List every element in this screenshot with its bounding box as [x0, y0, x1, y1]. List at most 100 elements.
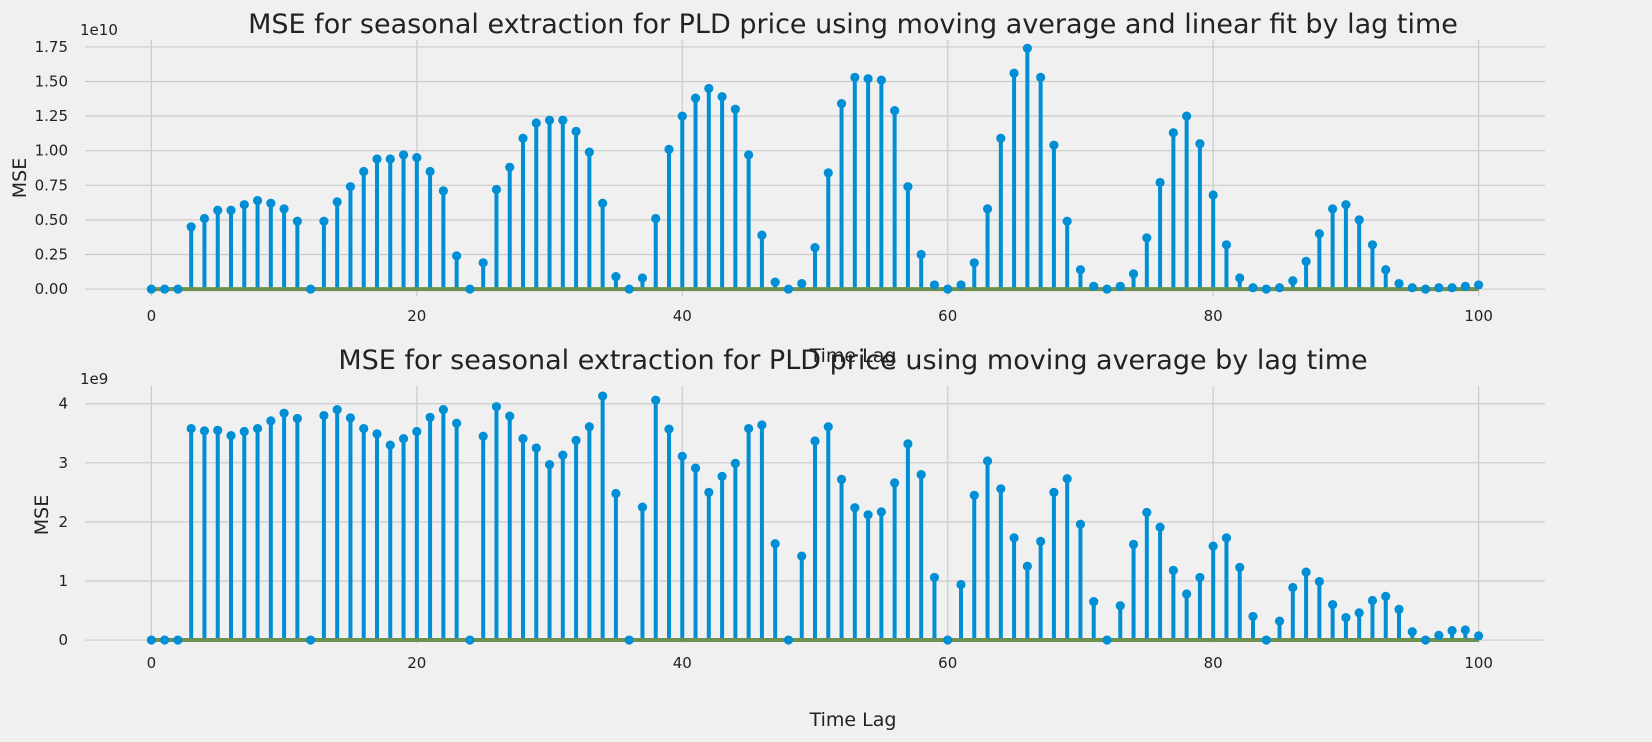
chart-top-point — [146, 284, 156, 294]
chart-top-point — [1328, 204, 1338, 214]
chart-bottom-point — [213, 425, 223, 435]
chart-bottom-point — [558, 450, 568, 460]
chart-top-point — [438, 186, 448, 196]
chart-top-point — [611, 272, 621, 282]
chart-bottom-point — [372, 429, 382, 439]
chart-bottom-point — [1221, 533, 1232, 543]
chart-top-y-tick-label: 0.00 — [35, 280, 68, 298]
chart-top-point — [571, 126, 581, 136]
chart-bottom-point — [1235, 562, 1245, 572]
chart-bottom-point — [836, 474, 847, 484]
chart-bottom-point — [1142, 507, 1152, 518]
chart-bottom-point — [624, 635, 634, 645]
chart-bottom-point — [810, 436, 820, 446]
chart-top-point — [452, 251, 462, 261]
chart-bottom-point — [783, 635, 794, 645]
chart-top-point — [651, 213, 661, 224]
chart-bottom-point — [1115, 601, 1125, 611]
chart-top-point — [1075, 265, 1086, 275]
chart-bottom-point — [544, 459, 555, 470]
chart-top-point — [1381, 265, 1391, 275]
chart-bottom-point — [452, 418, 462, 428]
chart-top-point — [943, 284, 953, 294]
chart-bottom-point — [438, 405, 448, 415]
chart-top-point — [1062, 216, 1072, 226]
chart-top-point — [425, 166, 435, 177]
chart-bottom-point — [160, 635, 170, 645]
chart-top-x-tick-label: 20 — [407, 307, 426, 325]
chart-top-point — [252, 195, 263, 206]
chart-bottom-point — [1075, 519, 1086, 529]
chart-bottom-point — [637, 502, 648, 512]
chart-bottom-point — [1381, 591, 1391, 601]
chart-top-point — [1367, 240, 1378, 250]
chart-top-x-tick-label: 0 — [147, 307, 157, 325]
chart-top-point — [982, 204, 993, 214]
chart-bottom-point — [797, 551, 807, 561]
chart-top-point — [1115, 281, 1125, 291]
chart-top-point — [1128, 269, 1139, 279]
chart-bottom-point — [1447, 625, 1457, 636]
chart-top-point — [345, 182, 356, 192]
chart-bottom-point — [690, 463, 701, 473]
chart-top-point — [717, 92, 727, 102]
chart-bottom-point — [651, 395, 661, 405]
chart-bottom-point — [1128, 539, 1139, 549]
chart-bottom-point — [1288, 582, 1298, 593]
chart-top-point — [1301, 256, 1311, 267]
chart-top-point — [664, 144, 674, 154]
chart-top-point — [757, 230, 767, 240]
chart-top-y-tick-label: 0.50 — [35, 211, 68, 229]
chart-bottom-point — [1195, 572, 1205, 583]
chart-top-point — [1049, 140, 1059, 150]
chart-bottom-point — [1049, 487, 1059, 497]
chart-top-point — [598, 198, 608, 208]
chart-bottom-point — [332, 405, 342, 415]
chart-bottom-point — [717, 471, 727, 481]
chart-bottom-point — [850, 503, 860, 513]
chart-top-point — [1274, 283, 1285, 293]
chart-bottom-point — [876, 507, 886, 517]
chart-top-point — [1155, 177, 1165, 188]
chart-bottom-point — [412, 426, 422, 437]
chart-top-point — [266, 198, 276, 208]
chart-bottom-y-tick-label: 0 — [58, 631, 68, 649]
chart-bottom-point — [969, 490, 979, 500]
chart-bottom-x-tick-label: 60 — [938, 654, 957, 672]
chart-bottom-point — [664, 424, 674, 434]
chart-bottom-x-tick-label: 20 — [407, 654, 426, 672]
chart-top-point — [783, 284, 794, 294]
chart-top-point — [1221, 240, 1232, 250]
chart-bottom-point — [1341, 612, 1351, 623]
chart-top-point — [332, 197, 342, 207]
chart-bottom-point — [306, 635, 316, 645]
chart-bottom-point — [491, 402, 502, 412]
chart-top-point — [1474, 280, 1484, 290]
chart-top-point — [1009, 68, 1019, 78]
chart-bottom-point — [1155, 522, 1165, 532]
chart-bottom-point — [1301, 567, 1311, 577]
chart-top-y-label: MSE — [9, 158, 31, 198]
chart-bottom-y-offset: 1e9 — [80, 370, 108, 388]
chart-bottom-point — [1208, 541, 1218, 551]
chart-top-x-tick-label: 100 — [1464, 307, 1493, 325]
chart-bottom-point — [1261, 635, 1271, 645]
chart-bottom-point — [744, 423, 754, 434]
chart-top-point — [465, 284, 475, 294]
chart-top-point — [239, 200, 249, 210]
chart-bottom-x-tick-label: 80 — [1204, 654, 1223, 672]
chart-top-point — [385, 154, 395, 164]
chart-top-point — [279, 204, 289, 214]
chart-bottom-y-tick-label: 1 — [58, 572, 68, 590]
chart-top-point — [319, 216, 329, 226]
chart-top-y-tick-label: 1.75 — [35, 38, 68, 56]
chart-top-point — [398, 150, 409, 160]
chart-top-title: MSE for seasonal extraction for PLD pric… — [248, 9, 1458, 40]
chart-top-point — [969, 258, 979, 268]
chart-bottom-point — [359, 423, 369, 434]
chart-bottom-point — [823, 422, 833, 432]
chart-top-point — [637, 273, 648, 283]
chart-top-point — [505, 162, 515, 172]
chart-bottom-point — [425, 412, 435, 422]
